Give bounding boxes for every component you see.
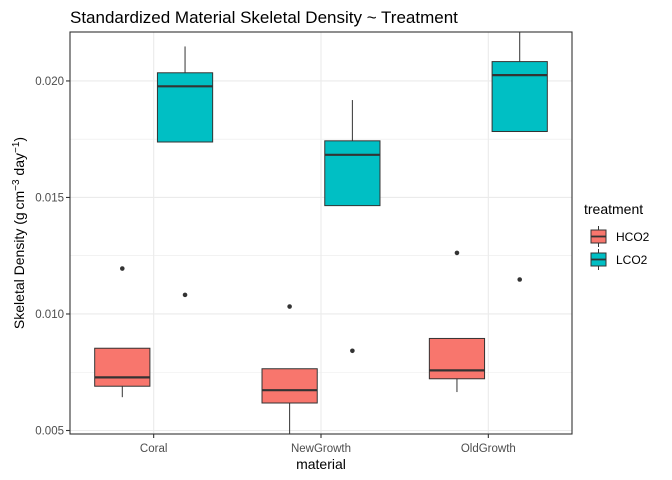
- x-axis-title: material: [296, 456, 346, 472]
- outlier-point: [119, 266, 125, 271]
- y-axis-title-prefix: Skeletal Density (g cm: [11, 191, 27, 329]
- legend-entry-LCO2: LCO2: [587, 248, 648, 271]
- x-tick-label: OldGrowth: [461, 443, 516, 455]
- box-HCO2-OldGrowth: [428, 250, 486, 393]
- box-body: [324, 140, 381, 207]
- box-body: [428, 337, 486, 380]
- y-axis-title-sup1: −3: [11, 179, 22, 191]
- boxes: [94, 32, 548, 434]
- legend-entry-HCO2: HCO2: [587, 225, 650, 248]
- outlier-point: [350, 348, 355, 354]
- chart-title: Standardized Material Skeletal Density ~…: [70, 8, 458, 27]
- outlier-point: [287, 304, 292, 309]
- y-tick-label: 0.005: [35, 426, 64, 438]
- x-tick-label: NewGrowth: [291, 443, 351, 455]
- outlier-point: [517, 277, 523, 282]
- legend: treatment HCO2 LCO2: [584, 201, 650, 271]
- legend-label: HCO2: [616, 230, 650, 244]
- outlier-point: [454, 250, 460, 256]
- box-body: [261, 368, 318, 404]
- box-body: [491, 61, 548, 133]
- x-axis: Coral NewGrowth OldGrowth: [140, 434, 516, 455]
- x-tick-label: Coral: [140, 443, 167, 455]
- y-axis-title-sup2: −1: [11, 141, 22, 153]
- box-LCO2-Coral: [156, 46, 214, 298]
- box-body: [94, 347, 151, 387]
- box-LCO2-OldGrowth: [491, 32, 548, 282]
- box-HCO2-Coral: [94, 266, 151, 398]
- y-axis-title-suffix: ): [11, 137, 27, 142]
- box-body: [156, 72, 214, 143]
- grid-lines: [70, 32, 572, 434]
- y-tick-label: 0.010: [35, 309, 64, 321]
- box-LCO2-NewGrowth: [324, 100, 381, 354]
- y-axis: 0.005 0.010 0.015 0.020: [35, 76, 70, 438]
- y-tick-label: 0.020: [35, 76, 64, 88]
- y-tick-label: 0.015: [35, 192, 64, 204]
- box-HCO2-NewGrowth: [261, 304, 318, 434]
- y-axis-title-middle: day: [11, 153, 27, 179]
- legend-title: treatment: [584, 201, 643, 217]
- outlier-point: [182, 292, 188, 298]
- y-axis-title: Skeletal Density (g cm−3 day−1): [11, 137, 28, 329]
- legend-label: LCO2: [616, 253, 648, 267]
